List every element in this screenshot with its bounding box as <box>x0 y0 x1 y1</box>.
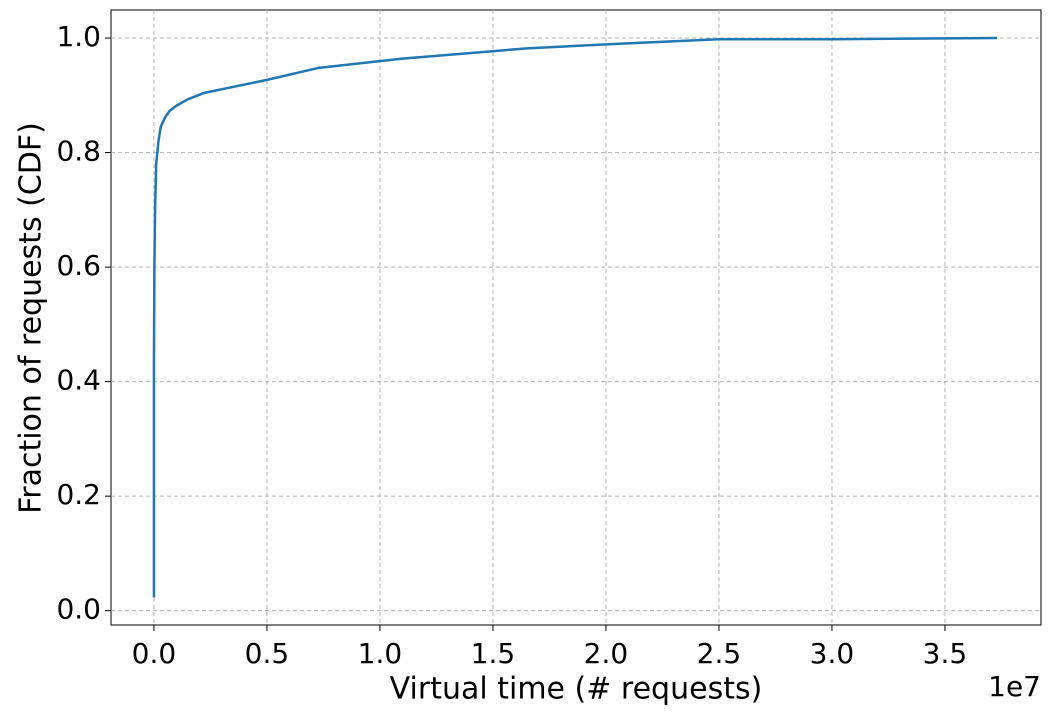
y-tick-label: 0.6 <box>56 249 101 282</box>
x-offset-label: 1e7 <box>988 670 1041 703</box>
y-axis-label: Fraction of requests (CDF) <box>14 122 49 514</box>
x-tick-label: 3.5 <box>923 637 968 670</box>
y-tick-label: 0.8 <box>56 135 101 168</box>
x-tick-label: 1.5 <box>471 637 516 670</box>
y-tick-label: 0.2 <box>56 478 101 511</box>
y-tick-label: 1.0 <box>56 20 101 53</box>
y-tick-label: 0.4 <box>56 364 101 397</box>
x-tick-label: 3.0 <box>810 637 855 670</box>
x-tick-label: 2.5 <box>697 637 742 670</box>
x-tick-label: 1.0 <box>358 637 403 670</box>
x-tick-label: 0.5 <box>245 637 290 670</box>
line <box>152 36 997 598</box>
y-tick-label: 0.0 <box>56 593 101 626</box>
x-tick-label: 2.0 <box>584 637 629 670</box>
x-tick-label: 0.0 <box>132 637 177 670</box>
x-axis-label: Virtual time (# requests) <box>390 672 763 707</box>
plot-frame <box>110 9 1042 626</box>
